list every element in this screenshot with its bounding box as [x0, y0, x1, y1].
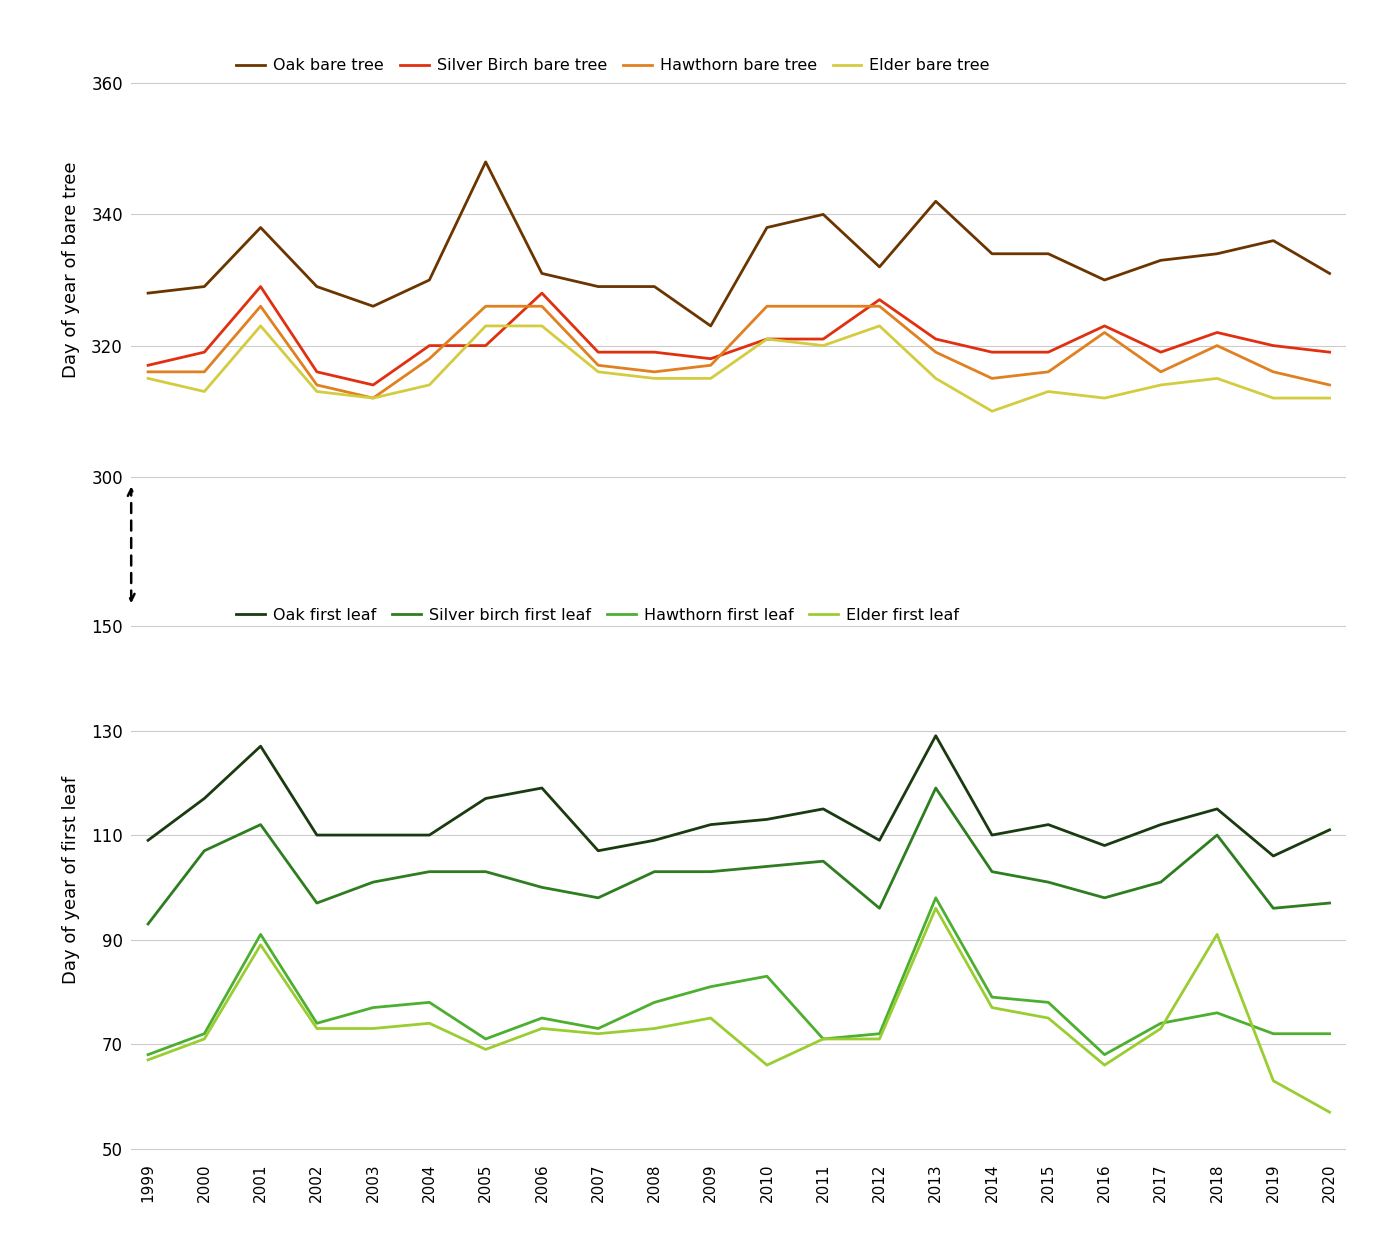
Legend: Oak bare tree, Silver Birch bare tree, Hawthorn bare tree, Elder bare tree: Oak bare tree, Silver Birch bare tree, H… — [236, 58, 990, 73]
Y-axis label: Day of year of first leaf: Day of year of first leaf — [62, 775, 80, 984]
Y-axis label: Day of year of bare tree: Day of year of bare tree — [62, 163, 80, 378]
Legend: Oak first leaf, Silver birch first leaf, Hawthorn first leaf, Elder first leaf: Oak first leaf, Silver birch first leaf,… — [236, 607, 960, 622]
